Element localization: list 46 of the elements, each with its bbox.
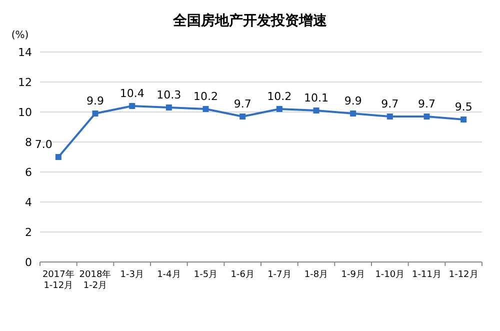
y-tick-label: 6 xyxy=(25,166,32,179)
point xyxy=(386,114,393,120)
point xyxy=(424,114,430,120)
x-tick-label: 2017年 1-12月 xyxy=(42,269,74,291)
data-label: 9.7 xyxy=(381,98,399,110)
y-axis-title: (%) xyxy=(11,30,29,41)
point xyxy=(55,154,62,160)
data-label: 9.5 xyxy=(454,100,472,114)
x-tick-label: 1-8月 xyxy=(304,270,328,280)
point xyxy=(313,108,320,114)
y-tick-label: 8 xyxy=(25,136,32,149)
data-label: 9.9 xyxy=(86,94,104,108)
y-tick-label: 2 xyxy=(25,226,32,239)
point xyxy=(92,110,98,116)
x-tick-label: 1-10月 xyxy=(375,270,405,280)
x-tick-label: 2018年 1-2月 xyxy=(79,269,112,291)
point xyxy=(166,104,172,110)
point xyxy=(202,106,209,112)
point xyxy=(240,114,246,120)
data-label: 9.7 xyxy=(234,98,252,110)
x-tick-label: 1-3月 xyxy=(120,270,144,280)
x-tick-label: 1-12月 xyxy=(448,270,478,280)
data-label: 10.2 xyxy=(267,90,292,103)
x-tick-label: 1-7月 xyxy=(268,270,292,280)
data-label: 9.9 xyxy=(344,94,362,108)
y-tick-label: 4 xyxy=(25,196,32,209)
data-label: 10.3 xyxy=(156,88,182,102)
x-tick-label: 1-6月 xyxy=(230,270,254,280)
x-tick-label: 1-9月 xyxy=(341,270,365,280)
point xyxy=(460,116,467,122)
data-label: 10.4 xyxy=(120,87,144,100)
x-tick-label: 1-4月 xyxy=(157,270,181,280)
y-tick-label: 0 xyxy=(25,256,32,269)
chart-title: 全国房地产开发投资增速 xyxy=(172,12,328,29)
y-tick-label: 14 xyxy=(18,46,32,59)
data-label: 7.0 xyxy=(34,138,52,151)
point xyxy=(129,103,136,109)
x-tick-label: 1-11月 xyxy=(412,270,442,280)
y-tick-label: 12 xyxy=(18,76,32,89)
data-label: 10.2 xyxy=(194,90,218,103)
point xyxy=(276,106,282,112)
data-label: 9.7 xyxy=(418,98,436,110)
y-tick-label: 10 xyxy=(18,106,32,119)
x-tick-label: 1-5月 xyxy=(194,270,218,280)
data-label: 10.1 xyxy=(304,92,328,104)
point xyxy=(350,110,356,116)
